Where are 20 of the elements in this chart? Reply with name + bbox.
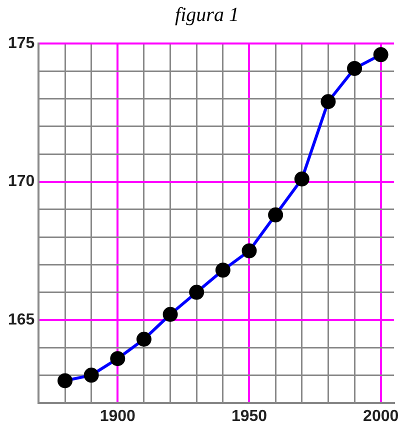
point: [347, 60, 362, 76]
y-tick-label: 165: [8, 311, 35, 328]
point: [215, 262, 230, 278]
chart-title: figura 1: [174, 4, 240, 27]
point: [136, 332, 152, 347]
x-tick-label: 1900: [100, 408, 136, 425]
x-tick-label: 1950: [231, 408, 268, 425]
point: [84, 368, 99, 383]
point: [242, 243, 257, 258]
point: [268, 207, 284, 222]
point: [162, 306, 178, 322]
point: [189, 284, 204, 300]
point: [373, 47, 388, 62]
y-tick-label: 175: [8, 35, 35, 52]
point: [320, 94, 336, 110]
x-tick-label: 2000: [363, 408, 399, 425]
point: [58, 373, 73, 388]
point: [294, 171, 310, 186]
point: [110, 351, 126, 366]
y-tick-label: 170: [8, 173, 35, 190]
